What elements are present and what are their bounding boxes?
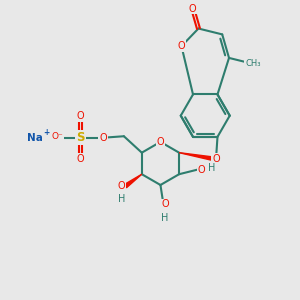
Text: O: O (212, 154, 220, 164)
Text: O: O (198, 165, 205, 175)
Text: CH₃: CH₃ (245, 59, 260, 68)
Text: O: O (118, 181, 126, 191)
Text: O: O (161, 200, 169, 209)
Polygon shape (179, 153, 216, 161)
Text: S: S (76, 131, 85, 144)
Text: O: O (77, 111, 84, 121)
Text: H: H (208, 163, 216, 173)
Text: O: O (99, 133, 107, 143)
Text: +: + (44, 128, 50, 137)
Text: O: O (157, 137, 164, 147)
Text: O: O (77, 154, 84, 164)
Text: H: H (161, 213, 169, 223)
Polygon shape (124, 174, 142, 188)
Text: O⁻: O⁻ (52, 132, 64, 141)
Text: O: O (178, 41, 185, 51)
Text: Na: Na (27, 133, 43, 143)
Text: H: H (118, 194, 125, 204)
Text: O: O (189, 4, 196, 14)
